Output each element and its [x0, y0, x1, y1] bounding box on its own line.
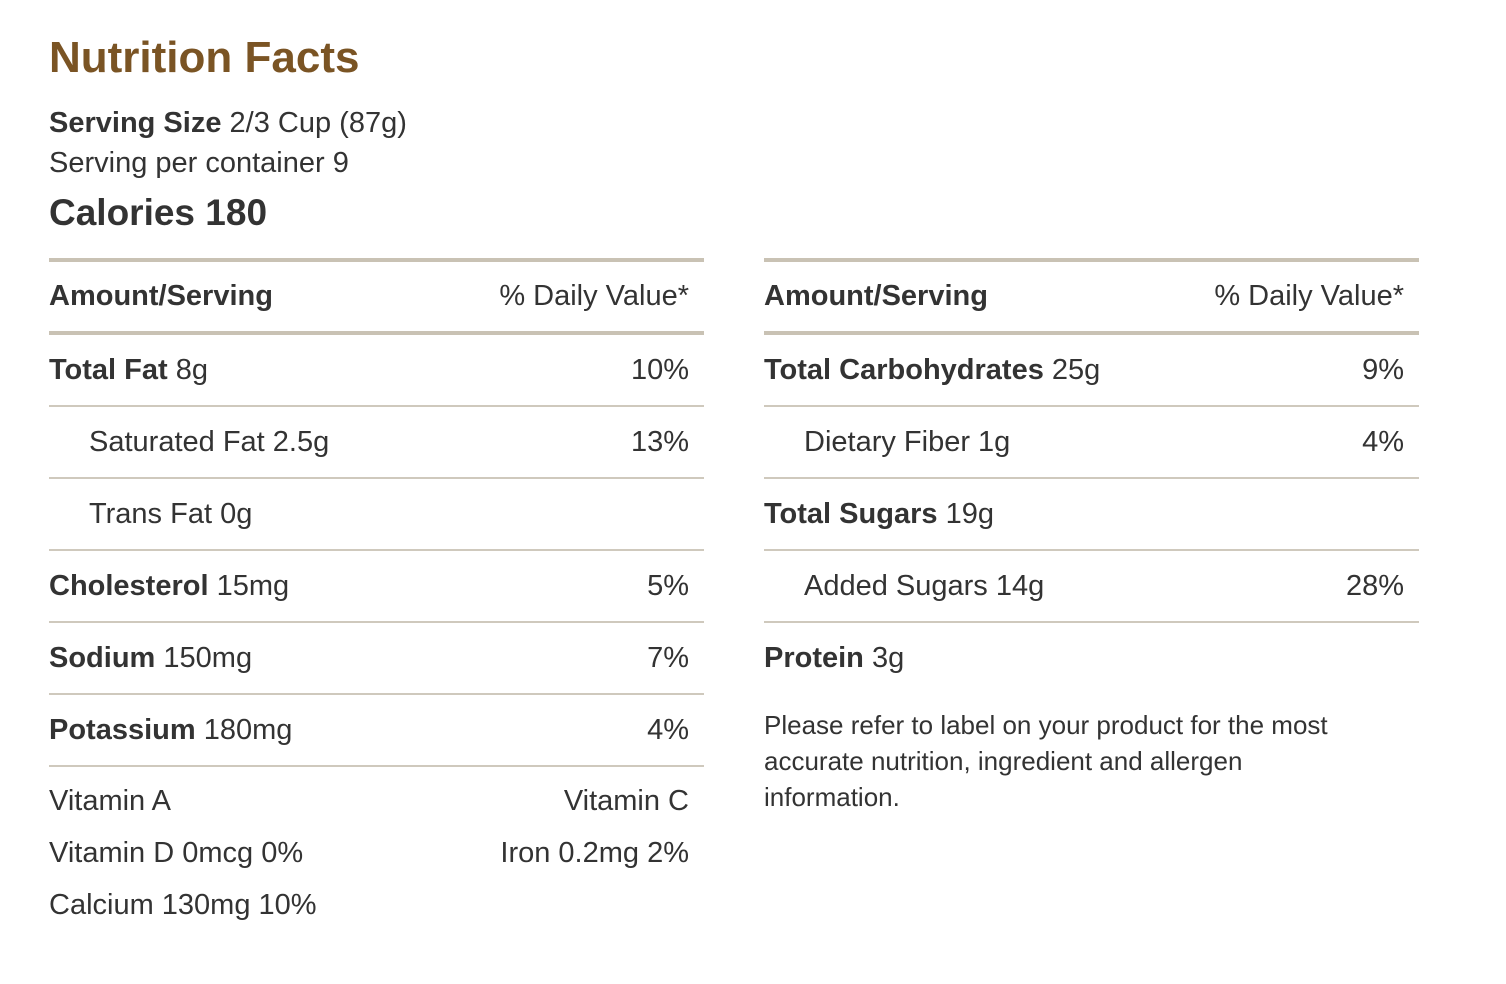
nutrient-daily-value: 5% — [647, 569, 689, 602]
table-header: Amount/Serving % Daily Value* — [764, 258, 1419, 335]
nutrient-row-dietary-fiber: Dietary Fiber 1g 4% — [764, 407, 1419, 479]
serving-size-label: Serving Size — [49, 107, 222, 139]
nutrient-daily-value: 7% — [647, 641, 689, 674]
nutrient-name: Trans Fat 0g — [89, 497, 253, 530]
table-header: Amount/Serving % Daily Value* — [49, 258, 704, 335]
disclaimer-text: Please refer to label on your product fo… — [764, 710, 1328, 812]
nutrient-row-total-carbohydrates: Total Carbohydrates 25g 9% — [764, 335, 1419, 407]
vitamin-left: Vitamin D 0mcg 0% — [49, 836, 304, 869]
nutrient-row-added-sugars: Added Sugars 14g 28% — [764, 551, 1419, 623]
nutrient-daily-value: 13% — [630, 425, 689, 458]
nutrient-name: Cholesterol — [49, 569, 209, 602]
nutrient-row-trans-fat: Trans Fat 0g — [49, 479, 704, 551]
nutrient-row-cholesterol: Cholesterol 15mg 5% — [49, 551, 704, 623]
vitamin-row: Vitamin D 0mcg 0% Iron 0.2mg 2% — [49, 827, 704, 879]
nutrient-label: Total Fat 8g — [49, 354, 208, 387]
nutrient-daily-value: 10% — [630, 353, 689, 386]
nutrient-amount: 8g — [175, 353, 209, 386]
nutrient-daily-value: 9% — [1362, 353, 1404, 386]
nutrient-name: Added Sugars 14g — [804, 569, 1045, 602]
calories: Calories 180 — [49, 192, 268, 233]
nutrient-row-sodium: Sodium 150mg 7% — [49, 623, 704, 695]
nutrient-row-total-sugars: Total Sugars 19g — [764, 479, 1419, 551]
nutrient-label: Potassium 180mg — [49, 714, 292, 747]
vitamin-left: Vitamin A — [49, 784, 171, 817]
nutrient-amount: 150mg — [163, 641, 253, 674]
nutrient-row-total-fat: Total Fat 8g 10% — [49, 335, 704, 407]
page-title: Nutrition Facts — [49, 33, 360, 82]
servings-per-container: Serving per container 9 — [49, 147, 349, 179]
nutrient-name: Total Carbohydrates — [764, 353, 1044, 386]
vitamin-left: Calcium 130mg 10% — [49, 888, 317, 921]
nutrient-label: Total Carbohydrates 25g — [764, 354, 1100, 387]
vitamin-right: Vitamin C — [563, 784, 689, 817]
header-daily-value: % Daily Value* — [499, 280, 689, 312]
nutrient-amount: 3g — [871, 641, 905, 674]
serving-size-value: 2/3 Cup (87g) — [229, 107, 407, 139]
nutrient-name: Potassium — [49, 713, 196, 746]
serving-size: Serving Size 2/3 Cup (87g) — [49, 104, 407, 142]
nutrient-table-right: Amount/Serving % Daily Value* Total Carb… — [764, 258, 1419, 815]
nutrient-label: Cholesterol 15mg — [49, 570, 289, 603]
header-amount-serving: Amount/Serving — [764, 280, 988, 312]
header-amount-serving: Amount/Serving — [49, 280, 273, 312]
nutrient-amount: 180mg — [203, 713, 293, 746]
nutrient-label: Total Sugars 19g — [764, 498, 994, 531]
nutrient-label: Protein 3g — [764, 642, 904, 675]
nutrient-table-left: Amount/Serving % Daily Value* Total Fat … — [49, 258, 704, 931]
nutrient-daily-value: 4% — [647, 713, 689, 746]
nutrient-name: Saturated Fat 2.5g — [89, 425, 330, 458]
nutrient-name: Total Fat — [49, 353, 168, 386]
nutrient-name: Protein — [764, 641, 864, 674]
nutrient-row-saturated-fat: Saturated Fat 2.5g 13% — [49, 407, 704, 479]
nutrient-amount: 25g — [1051, 353, 1101, 386]
nutrient-name: Sodium — [49, 641, 156, 674]
nutrient-amount: 19g — [945, 497, 994, 530]
nutrient-daily-value: 28% — [1345, 569, 1404, 602]
nutrient-name: Total Sugars — [764, 497, 938, 530]
nutrient-amount: 15mg — [216, 569, 290, 602]
nutrient-row-protein: Protein 3g — [764, 623, 1419, 693]
nutrient-daily-value: 4% — [1362, 425, 1404, 458]
vitamin-row: Vitamin A Vitamin C — [49, 775, 704, 827]
header-daily-value: % Daily Value* — [1214, 280, 1404, 312]
nutrient-row-potassium: Potassium 180mg 4% — [49, 695, 704, 767]
nutrient-name: Dietary Fiber 1g — [804, 425, 1011, 458]
vitamin-row: Calcium 130mg 10% — [49, 879, 704, 931]
vitamin-right: Iron 0.2mg 2% — [500, 836, 689, 869]
nutrient-label: Sodium 150mg — [49, 642, 252, 675]
